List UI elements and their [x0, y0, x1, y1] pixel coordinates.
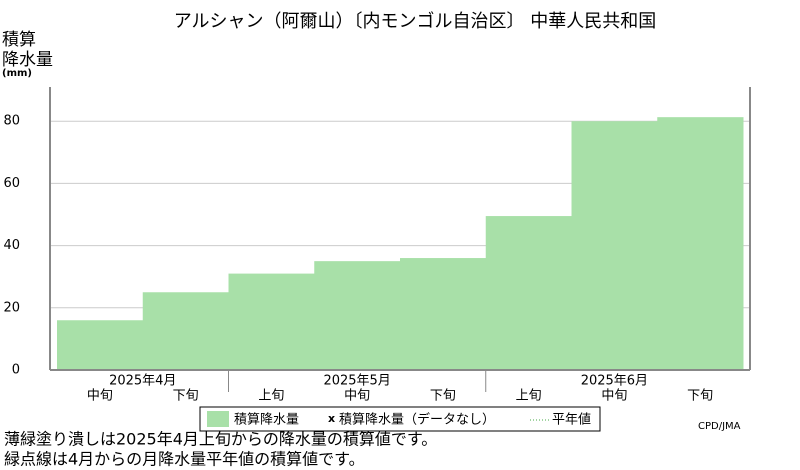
- credit: CPD/JMA: [698, 421, 741, 432]
- legend-box: [199, 406, 601, 432]
- y-tick-label: 60: [3, 176, 20, 191]
- bar: [400, 258, 487, 370]
- y-tick-label: 20: [3, 300, 20, 315]
- x-tick-label: 中旬: [601, 389, 627, 404]
- bar: [142, 292, 229, 370]
- y-axis-label: 降水量: [2, 50, 53, 70]
- month-label: 2025年5月: [323, 374, 390, 389]
- footnote: 緑点線は4月からの月降水量平年値の積算値です。: [4, 450, 365, 469]
- x-tick-label: 上旬: [516, 389, 542, 404]
- y-tick-label: 0: [12, 363, 20, 378]
- x-tick-label: 下旬: [173, 389, 199, 404]
- y-axis-label: 積算: [2, 30, 36, 50]
- bar: [657, 117, 744, 371]
- chart-title: アルシャン（阿爾山）〔内モンゴル自治区〕 中華人民共和国: [174, 11, 657, 32]
- bar: [571, 121, 658, 370]
- y-tick-label: 80: [3, 114, 20, 129]
- bar: [228, 273, 315, 370]
- month-label: 2025年4月: [109, 374, 176, 389]
- legend-swatch: [207, 411, 229, 427]
- month-label: 2025年6月: [581, 374, 648, 389]
- legend-label: 積算降水量（データなし）: [339, 412, 495, 428]
- x-tick-label: 中旬: [344, 389, 370, 404]
- legend-marker: x: [328, 412, 335, 425]
- footnote: 薄緑塗り潰しは2025年4月上旬からの降水量の積算値です。: [4, 430, 437, 449]
- x-tick-label: 上旬: [258, 389, 284, 404]
- y-axis-label: (mm): [2, 68, 32, 79]
- x-tick-label: 下旬: [687, 389, 713, 404]
- x-tick-label: 下旬: [430, 389, 456, 404]
- bar: [314, 261, 401, 370]
- legend-label: 平年値: [552, 412, 591, 428]
- y-tick-label: 40: [3, 238, 20, 253]
- bar: [57, 320, 144, 370]
- legend-label: 積算降水量: [234, 413, 299, 428]
- bar: [485, 216, 572, 370]
- x-tick-label: 中旬: [87, 389, 113, 404]
